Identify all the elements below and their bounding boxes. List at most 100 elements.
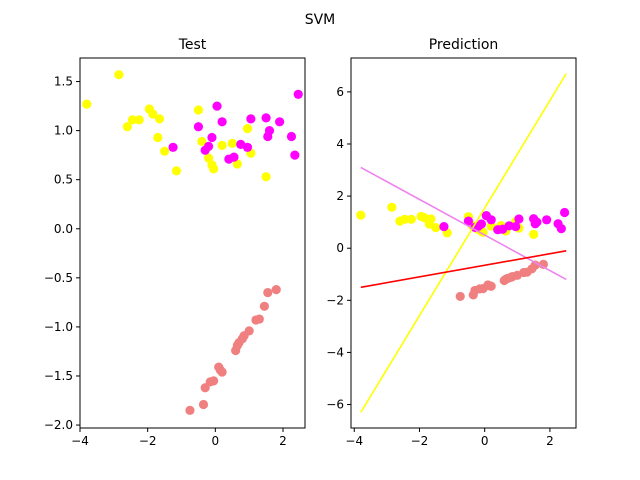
prediction-panel-title: Prediction	[429, 37, 499, 53]
test-yellow-point-3	[127, 115, 138, 125]
prediction-panel-marks	[356, 73, 570, 413]
test-yellow-point-4	[134, 115, 144, 125]
prediction-magenta-point-6	[486, 215, 496, 225]
test-magenta-point-11	[246, 114, 256, 124]
prediction-x-tick-label-2: 0	[481, 434, 489, 448]
prediction-salmon-point-0	[455, 291, 465, 302]
test-y-tick-label-4: 0.0	[54, 222, 73, 236]
test-panel-frame	[79, 57, 306, 429]
test-salmon-point-18	[271, 285, 281, 295]
prediction-yellow-point-8	[426, 214, 436, 224]
prediction-x-tick-label-1: −2	[411, 434, 429, 448]
prediction-y-tick-label-2: −2	[326, 293, 344, 307]
test-yellow-point-11	[193, 105, 204, 115]
test-salmon-point-7	[217, 367, 227, 377]
prediction-magenta-point-4	[476, 219, 487, 229]
test-salmon-point-0	[185, 405, 195, 415]
test-x-tick-label-3: 2	[279, 434, 287, 448]
prediction-y-tick-label-1: −4	[326, 345, 344, 359]
prediction-yellow-point-4	[406, 214, 416, 224]
prediction-magenta-point-17	[556, 224, 566, 234]
prediction-y-tick-label-5: 4	[336, 137, 344, 151]
test-yellow-point-2	[122, 122, 132, 132]
prediction-magenta-point-14	[532, 217, 542, 227]
prediction-yellow-point-9	[431, 223, 441, 233]
test-panel-ticks: −4 −2 0 2 −2.0 −1.5 −1.0 −0.5 0.0 0.5 1.0 1.5	[44, 75, 287, 448]
test-yellow-point-7	[153, 132, 163, 143]
test-magenta-point-5	[212, 101, 222, 111]
prediction-x-tick-label-3: 2	[546, 434, 554, 448]
prediction-yellow-boundary-line	[360, 73, 567, 413]
prediction-y-tick-label-6: 6	[336, 85, 344, 99]
test-salmon-point-1	[198, 399, 209, 410]
test-y-tick-label-1: −1.5	[44, 369, 73, 383]
test-magenta-point-17	[290, 150, 300, 160]
test-salmon-point-16	[259, 301, 269, 311]
prediction-magenta-point-1	[463, 216, 473, 226]
test-x-tick-label-2: 0	[212, 434, 220, 448]
prediction-yellow-point-3	[400, 214, 410, 224]
test-magenta-point-0	[168, 142, 178, 152]
prediction-magenta-point-10	[511, 221, 521, 232]
test-yellow-point-12	[197, 136, 207, 147]
prediction-y-tick-label-0: −6	[326, 398, 344, 412]
test-panel-title: Test	[178, 37, 207, 53]
prediction-y-tick-label-3: 0	[336, 241, 344, 255]
prediction-magenta-point-11	[514, 214, 524, 224]
test-magenta-point-14	[264, 126, 275, 136]
test-y-tick-label-2: −1.0	[44, 320, 73, 334]
test-magenta-point-16	[286, 131, 297, 142]
test-y-tick-label-5: 0.5	[54, 173, 73, 187]
prediction-yellow-point-1	[387, 202, 397, 212]
test-yellow-point-13	[203, 153, 214, 163]
test-magenta-point-18	[293, 89, 303, 99]
test-panel: Test −4 −2 0 2 −2.0 −1.5 −1.0 −0.5 0.0 0.5 1.0 1.5	[44, 37, 306, 448]
prediction-violet-boundary-line	[360, 166, 567, 281]
prediction-yellow-point-21	[529, 229, 539, 239]
prediction-x-tick-label-0: −4	[345, 434, 363, 448]
test-magenta-point-1	[193, 122, 204, 132]
test-salmon-point-13	[244, 326, 254, 336]
test-yellow-point-15	[209, 164, 219, 174]
test-panel-marks	[82, 70, 303, 415]
prediction-panel-frame	[350, 57, 577, 429]
prediction-yellow-point-0	[356, 210, 366, 220]
prediction-magenta-point-0	[439, 221, 449, 232]
test-magenta-point-4	[207, 132, 217, 143]
test-magenta-point-6	[217, 117, 227, 127]
test-salmon-point-4	[209, 376, 219, 386]
test-salmon-point-17	[263, 287, 273, 298]
test-magenta-point-10	[242, 142, 253, 152]
prediction-y-tick-label-4: 2	[336, 189, 344, 203]
test-yellow-point-21	[261, 172, 271, 182]
test-yellow-point-1	[114, 70, 124, 80]
test-magenta-point-3	[203, 141, 214, 151]
test-yellow-point-8	[154, 114, 165, 124]
test-y-tick-label-3: −0.5	[44, 271, 73, 285]
prediction-salmon-point-17	[530, 260, 540, 270]
figure-suptitle: SVM	[305, 12, 336, 28]
prediction-magenta-point-15	[542, 215, 552, 225]
test-yellow-point-9	[159, 146, 170, 156]
test-x-tick-label-1: −2	[139, 434, 157, 448]
test-magenta-point-8	[229, 152, 239, 162]
test-yellow-point-19	[242, 124, 253, 134]
test-y-tick-label-6: 1.0	[54, 124, 73, 138]
test-yellow-point-10	[171, 166, 182, 176]
test-yellow-point-0	[82, 99, 92, 109]
test-magenta-point-15	[275, 117, 285, 127]
prediction-magenta-point-18	[559, 207, 570, 218]
test-yellow-point-18	[232, 159, 242, 169]
test-salmon-point-15	[254, 314, 264, 324]
prediction-panel-ticks: −4 −2 0 2 −6 −4 −2 0 2 4 6	[326, 85, 553, 448]
test-magenta-point-12	[261, 113, 271, 123]
prediction-red-boundary-line	[360, 250, 567, 289]
prediction-panel: Prediction −4 −2 0 2 −6 −4 −2 0 2 4 6	[326, 37, 577, 448]
test-y-tick-label-7: 1.5	[54, 75, 73, 89]
test-yellow-point-16	[217, 140, 227, 150]
test-yellow-point-6	[148, 109, 158, 119]
prediction-salmon-point-7	[486, 281, 496, 291]
test-y-tick-label-0: −2.0	[44, 418, 73, 432]
